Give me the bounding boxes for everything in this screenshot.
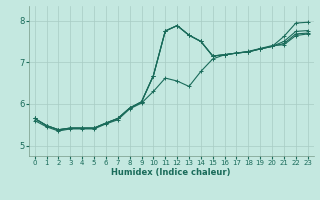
X-axis label: Humidex (Indice chaleur): Humidex (Indice chaleur) (111, 168, 231, 177)
